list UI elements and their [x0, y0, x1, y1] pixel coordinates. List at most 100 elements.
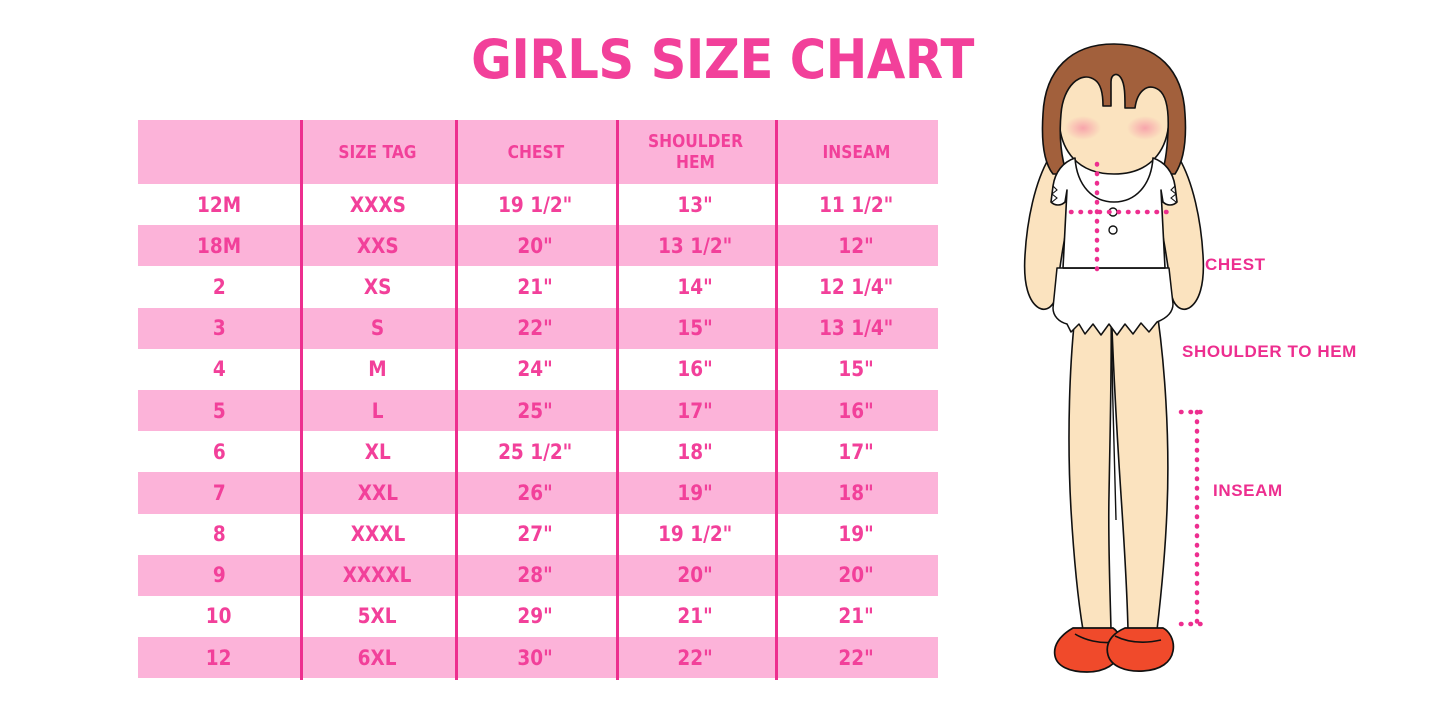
cell-size-tag: 5XL	[300, 595, 455, 638]
table-row: 4 M 24" 16" 15"	[138, 348, 938, 390]
cell-shoulder-hem: 19"	[616, 472, 775, 514]
legs-group	[1068, 297, 1169, 631]
right-shoe	[1106, 627, 1175, 672]
cell-shoulder-hem: 13"	[616, 184, 775, 226]
column-header-inseam: INSEAM	[775, 120, 938, 184]
table-header-row: SIZE TAG CHEST SHOULDER HEM INSEAM	[138, 120, 938, 184]
cell-chest: 27"	[455, 513, 616, 555]
table-header: SIZE TAG CHEST SHOULDER HEM INSEAM	[138, 120, 938, 184]
cell-chest: 29"	[455, 595, 616, 638]
cell-size: 5	[138, 389, 300, 432]
cell-shoulder-hem: 17"	[616, 389, 775, 432]
column-header-size-tag-label: SIZE TAG	[338, 141, 417, 163]
page-title: GIRLS SIZE CHART	[471, 28, 974, 91]
right-shoulder-ruffle	[1170, 185, 1177, 203]
cell-inseam: 16"	[775, 389, 938, 432]
table-row: 18M XXS 20" 13 1/2" 12"	[138, 225, 938, 267]
cell-shoulder-hem: 13 1/2"	[616, 225, 775, 267]
column-header-inseam-label: INSEAM	[822, 141, 891, 163]
cell-size: 3	[138, 307, 300, 349]
blush-right	[1127, 116, 1163, 140]
head-group	[1041, 43, 1187, 175]
cell-inseam: 12 1/4"	[775, 266, 938, 308]
skirt	[1052, 267, 1174, 336]
cell-size-tag: XXS	[300, 225, 455, 267]
cell-chest: 19 1/2"	[455, 184, 616, 226]
measurement-guides-group	[1068, 161, 1174, 273]
column-divider	[616, 120, 619, 680]
shoulder-to-hem-measure-label: SHOULDER TO HEM	[1182, 342, 1357, 361]
column-divider	[775, 120, 778, 680]
blush-left	[1065, 116, 1101, 140]
cell-chest: 25"	[455, 389, 616, 432]
cell-shoulder-hem: 15"	[616, 307, 775, 349]
cell-size-tag: 6XL	[300, 637, 455, 679]
size-chart-table: SIZE TAG CHEST SHOULDER HEM INSEAM 12M X…	[138, 120, 938, 679]
cell-chest: 20"	[455, 225, 616, 267]
table-row: 9 XXXXL 28" 20" 20"	[138, 554, 938, 596]
table-row: 3 S 22" 15" 13 1/4"	[138, 307, 938, 349]
cell-size-tag: XXL	[300, 472, 455, 514]
girl-figure-illustration	[975, 40, 1225, 685]
table-row: 7 XXL 26" 19" 18"	[138, 472, 938, 514]
column-header-shoulder-hem-label: SHOULDER HEM	[647, 131, 744, 173]
inseam-measure-bracket	[1178, 409, 1212, 627]
cell-shoulder-hem: 14"	[616, 266, 775, 308]
cell-size: 8	[138, 513, 300, 555]
table-row: 8 XXXL 27" 19 1/2" 19"	[138, 513, 938, 555]
cell-shoulder-hem: 22"	[616, 637, 775, 679]
cell-size-tag: M	[300, 348, 455, 390]
garment-group	[1050, 157, 1178, 336]
size-chart-table-container: SIZE TAG CHEST SHOULDER HEM INSEAM 12M X…	[138, 120, 938, 680]
column-header-size-tag: SIZE TAG	[300, 120, 455, 184]
column-header-chest-label: CHEST	[507, 141, 564, 163]
column-divider	[300, 120, 303, 680]
cell-size-tag: L	[300, 389, 455, 432]
column-header-chest: CHEST	[455, 120, 616, 184]
cell-inseam: 12"	[775, 225, 938, 267]
cell-size: 2	[138, 266, 300, 308]
cell-inseam: 19"	[775, 513, 938, 555]
cell-size-tag: XXXS	[300, 184, 455, 226]
table-row: 12 6XL 30" 22" 22"	[138, 637, 938, 679]
cell-size-tag: XL	[300, 431, 455, 473]
cell-size: 6	[138, 431, 300, 473]
table-row: 5 L 25" 17" 16"	[138, 389, 938, 432]
cell-chest: 24"	[455, 348, 616, 390]
left-shoulder-ruffle	[1051, 185, 1058, 203]
cell-size: 18M	[138, 225, 300, 267]
cell-inseam: 15"	[775, 348, 938, 390]
cell-inseam: 11 1/2"	[775, 184, 938, 226]
cell-size: 9	[138, 554, 300, 596]
hair	[1041, 43, 1187, 175]
right-shoe-strap	[1114, 635, 1162, 643]
cell-chest: 21"	[455, 266, 616, 308]
cell-inseam: 13 1/4"	[775, 307, 938, 349]
cell-inseam: 18"	[775, 472, 938, 514]
table-row: 10 5XL 29" 21" 21"	[138, 595, 938, 638]
cell-chest: 30"	[455, 637, 616, 679]
column-divider	[455, 120, 458, 680]
cell-size: 10	[138, 595, 300, 638]
cell-inseam: 21"	[775, 595, 938, 638]
cell-shoulder-hem: 21"	[616, 595, 775, 638]
table-row: 12M XXXS 19 1/2" 13" 11 1/2"	[138, 184, 938, 226]
table-row: 6 XL 25 1/2" 18" 17"	[138, 431, 938, 473]
chest-measure-label: CHEST	[1205, 255, 1266, 274]
cell-inseam: 17"	[775, 431, 938, 473]
cell-chest: 25 1/2"	[455, 431, 616, 473]
button-bottom	[1108, 225, 1118, 235]
column-header-size	[138, 120, 300, 184]
cell-size-tag: S	[300, 307, 455, 349]
cell-chest: 28"	[455, 554, 616, 596]
right-leg	[1110, 297, 1169, 631]
table-body: 12M XXXS 19 1/2" 13" 11 1/2" 18M XXS 20"…	[138, 184, 938, 679]
cell-size: 7	[138, 472, 300, 514]
column-header-shoulder-hem: SHOULDER HEM	[616, 120, 775, 184]
cell-size-tag: XS	[300, 266, 455, 308]
table-row: 2 XS 21" 14" 12 1/4"	[138, 266, 938, 308]
cell-chest: 22"	[455, 307, 616, 349]
cell-size: 12	[138, 637, 300, 679]
cell-size: 12M	[138, 184, 300, 226]
cell-size-tag: XXXXL	[300, 554, 455, 596]
